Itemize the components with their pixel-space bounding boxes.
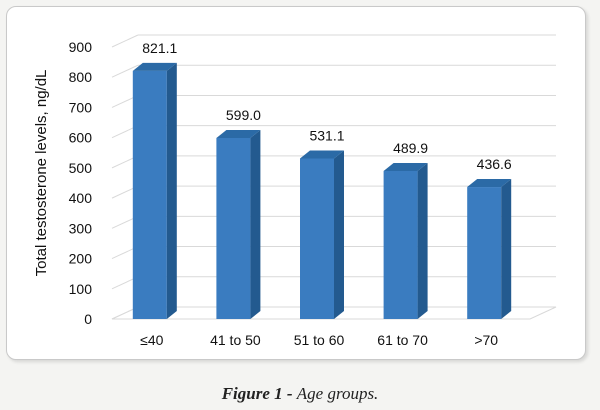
bar-side: [166, 62, 177, 319]
y-tick-label: 300: [69, 220, 93, 236]
caption-text: Age groups.: [296, 384, 379, 403]
bar-value-label: 599.0: [226, 107, 261, 123]
x-tick-label: 51 to 60: [294, 332, 345, 348]
y-tick-label: 0: [84, 311, 92, 327]
bar-top: [300, 150, 344, 159]
bar-value-label: 531.1: [309, 127, 344, 143]
bar: [216, 137, 251, 319]
bar-top: [216, 129, 261, 138]
bar: [383, 170, 418, 319]
figure-caption: Figure 1 - Age groups.: [0, 384, 600, 404]
bar-side: [417, 162, 428, 319]
gridline-depth: [111, 64, 139, 78]
bar-top: [383, 162, 428, 171]
y-axis-title: Total testosterone levels, ng/dL: [33, 70, 50, 277]
bar-side: [501, 179, 512, 319]
y-tick-label: 700: [69, 99, 93, 115]
gridline-depth: [111, 34, 139, 48]
y-tick-label: 200: [69, 251, 93, 267]
y-tick-label: 400: [69, 190, 93, 206]
bar-chart: 0 100 200 300 400 500 600 700 800 900 Total testos…: [33, 34, 557, 348]
bar-top: [132, 62, 177, 71]
bar: [467, 187, 502, 319]
bar: [132, 70, 167, 319]
bar-value-label: 436.6: [477, 156, 512, 172]
bar-value-label: 489.9: [393, 140, 428, 156]
bar-side: [334, 150, 344, 319]
bar-top: [467, 179, 512, 188]
y-tick-label: 100: [69, 281, 93, 297]
bar: [300, 158, 334, 319]
x-tick-label: 61 to 70: [377, 332, 428, 348]
y-tick-label: 600: [69, 130, 93, 146]
x-tick-label: ≤40: [140, 332, 163, 348]
bar-value-label: 821.1: [142, 40, 177, 56]
y-tick-label: 900: [69, 39, 93, 55]
bar-side: [250, 129, 261, 319]
y-tick-label: 500: [69, 160, 93, 176]
y-tick-label: 800: [69, 69, 93, 85]
x-tick-label: >70: [474, 332, 498, 348]
x-tick-label: 41 to 50: [210, 332, 261, 348]
caption-label: Figure 1 -: [221, 384, 293, 403]
